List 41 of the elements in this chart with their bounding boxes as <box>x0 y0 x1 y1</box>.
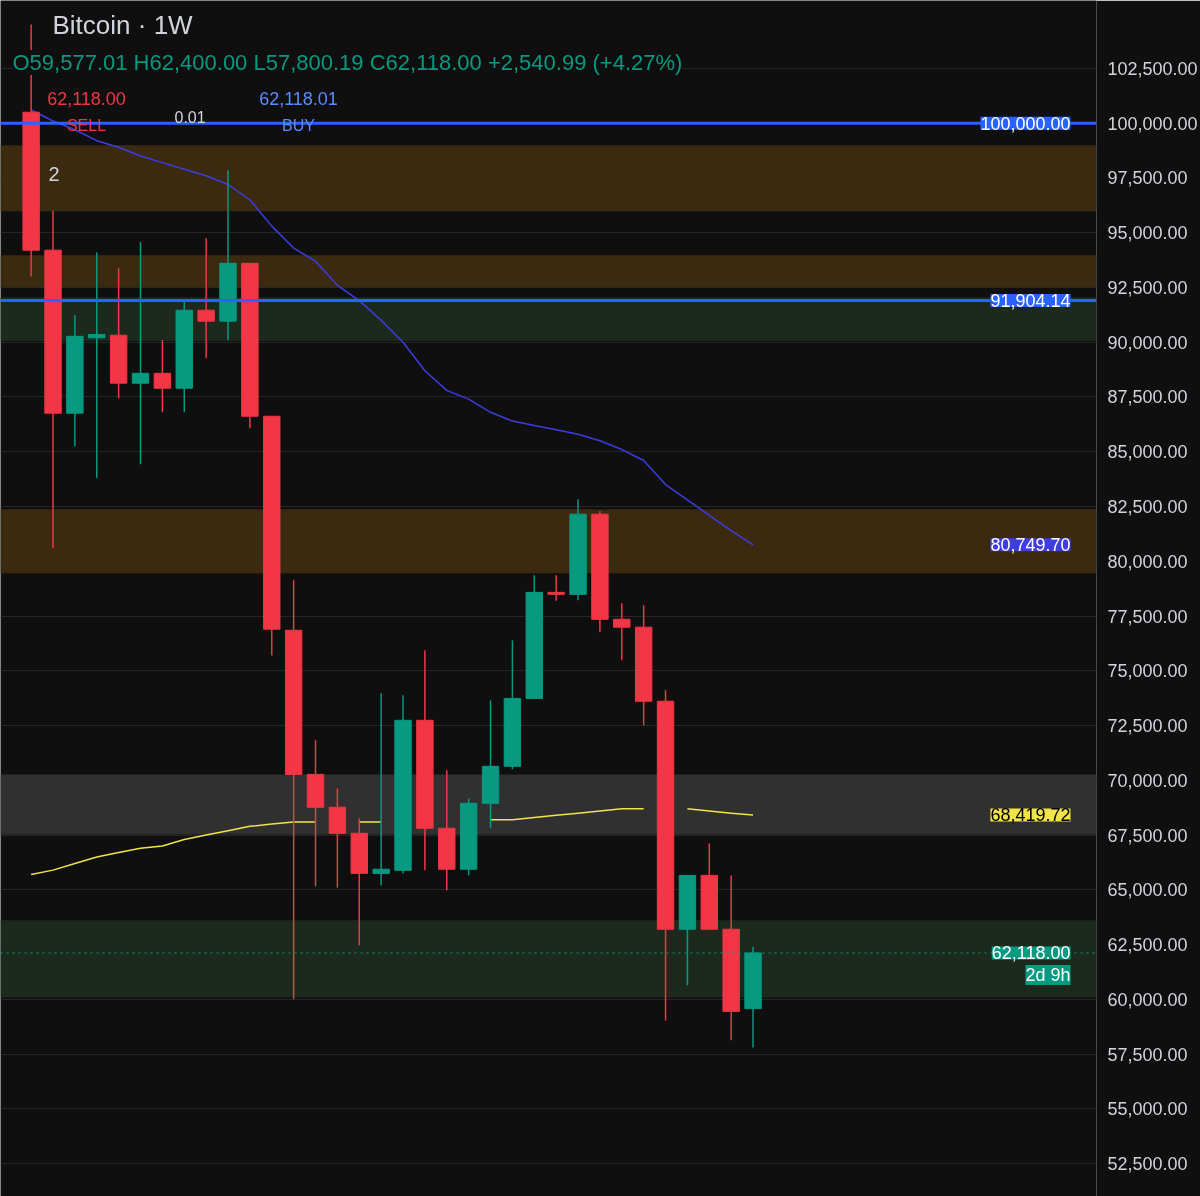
line-series <box>30 109 754 546</box>
y-tick-label: 55,000.00 <box>1107 1099 1188 1120</box>
text: 80,749.70 <box>990 535 1071 556</box>
y-tick-label: 95,000.00 <box>1107 223 1188 244</box>
text: O59,577.01 H62,400.00 L57,800.19 C62,118.00 +2,540.99 (+4.27%) <box>12 50 683 75</box>
y-tick-label: 70,000.00 <box>1107 770 1188 791</box>
annotation: 62,118.00 <box>47 89 126 109</box>
candlestick <box>372 692 390 887</box>
candlestick <box>613 602 631 662</box>
candlestick <box>131 241 150 465</box>
y-tick-label: 90,000.00 <box>1107 332 1188 353</box>
y-tick-label: 72,500.00 <box>1107 716 1188 737</box>
y-tick-label: 77,500.00 <box>1107 606 1188 627</box>
annotation: 2 <box>48 162 60 185</box>
annotation: 0.01 <box>174 108 206 126</box>
y-tick-label: 82,500.00 <box>1107 497 1188 517</box>
y-tick-label: 92,500.00 <box>1107 277 1188 298</box>
candlestick <box>153 339 172 414</box>
y-tick-label: 75,000.00 <box>1107 661 1188 682</box>
text: 2d 9h <box>1025 964 1071 985</box>
y-tick-label: 57,500.00 <box>1107 1044 1188 1065</box>
ref-line-label: 62,118.00 <box>991 943 1071 964</box>
ref-line-label: 91,904.14 <box>990 291 1071 311</box>
chart-title: Bitcoin · 1W <box>52 9 194 40</box>
y-tick-label: 87,500.00 <box>1107 387 1188 408</box>
y-tick-label: 62,500.00 <box>1107 935 1188 956</box>
y-tick-label: 52,500.00 <box>1107 1154 1188 1175</box>
y-tick-label: 100,000.00 <box>1107 113 1198 134</box>
y-tick-label: 60,000.00 <box>1107 989 1188 1010</box>
text: 68,419.72 <box>990 805 1071 826</box>
candlestick <box>547 574 565 602</box>
y-tick-label: 65,000.00 <box>1107 880 1188 901</box>
y-tick-label: 97,500.00 <box>1107 168 1188 189</box>
y-tick-label: 67,500.00 <box>1107 825 1188 846</box>
candlestick <box>197 237 215 359</box>
candlestick <box>88 251 106 479</box>
y-tick-label: 85,000.00 <box>1107 442 1188 463</box>
y-tick-label: 102,500.00 <box>1107 58 1198 79</box>
y-tick-label: 80,000.00 <box>1107 551 1188 572</box>
annotation: 62,118.01 <box>259 89 338 109</box>
ref-line-label: 100,000.00 <box>980 113 1071 134</box>
